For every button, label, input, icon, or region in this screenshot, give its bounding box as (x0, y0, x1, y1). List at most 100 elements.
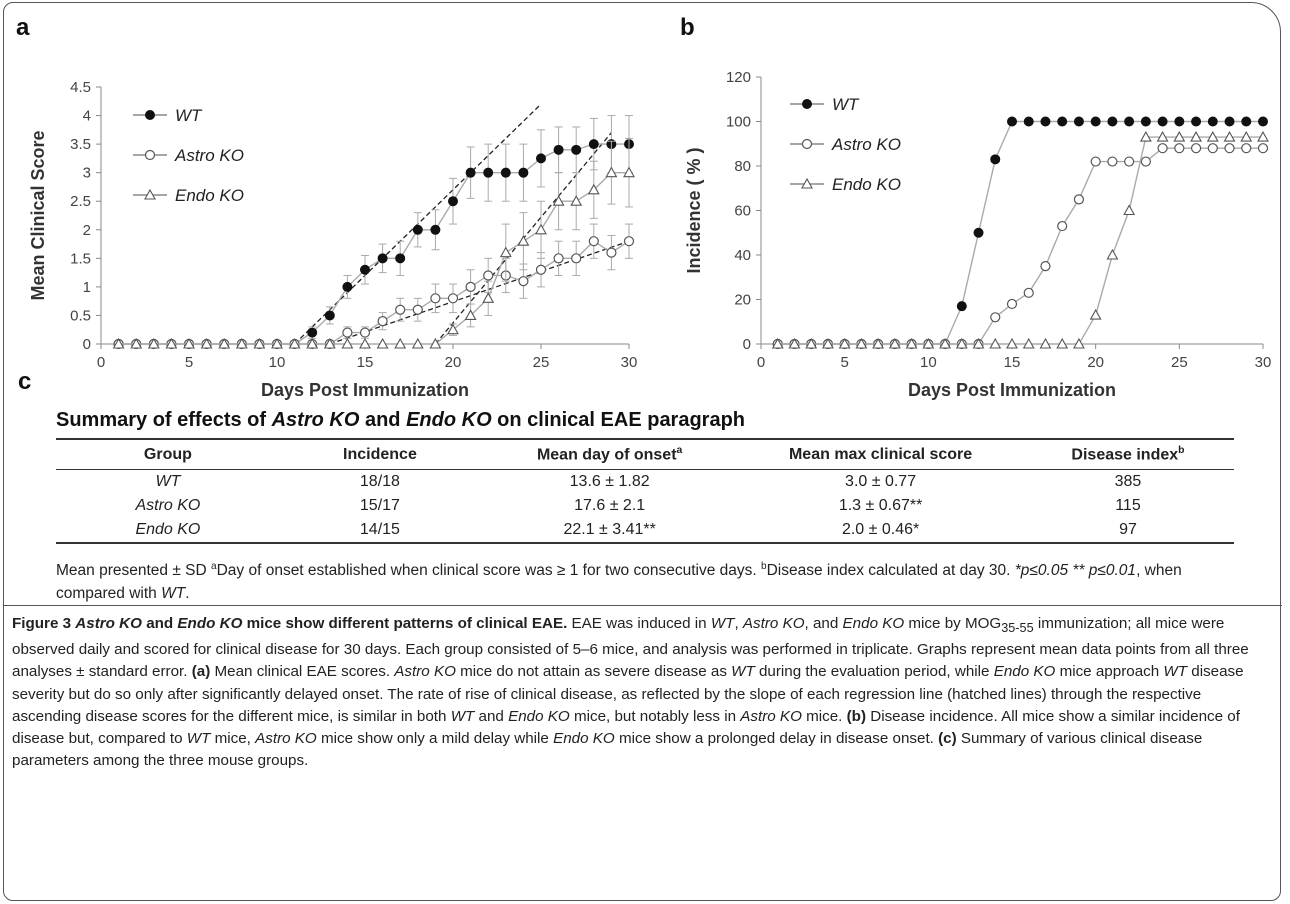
figure-frame (3, 2, 1281, 901)
caption-text: immunization; all mice were observed dai… (12, 615, 1249, 681)
caption-text: and (474, 707, 509, 725)
data-point-wt (395, 253, 406, 264)
data-point-astro-ko (553, 253, 564, 264)
caption-fig-label: Figure 3 (12, 615, 76, 632)
table-title-post: on clinical EAE paragraph (491, 409, 746, 431)
data-point-astro-ko (606, 247, 617, 258)
cell-max: 1.3 ± 0.67** (838, 497, 923, 515)
data-point-astro-ko (571, 253, 582, 264)
y-tick-label: 3.5 (70, 136, 91, 153)
data-point-astro-ko (1190, 143, 1202, 154)
cell-group: Astro KO (56, 494, 280, 518)
data-point-wt (1241, 116, 1252, 127)
group-name: Astro KO (135, 497, 201, 515)
cell-group: Endo KO (56, 518, 280, 545)
data-point-endo-ko (1106, 248, 1119, 260)
data-point-endo-ko (1072, 337, 1085, 349)
y-tick-label: 60 (734, 203, 751, 220)
data-point-endo-ko (972, 337, 985, 349)
data-point-wt (430, 224, 441, 235)
caption-term: Endo KO (553, 730, 615, 748)
data-point-endo-ko (499, 246, 512, 258)
data-point-astro-ko (412, 304, 423, 315)
data-point-wt (1007, 116, 1017, 127)
caption-panel-ref: (a) (191, 663, 211, 681)
x-tick-label: 25 (533, 354, 550, 371)
y-axis-title: Mean Clinical Score (28, 130, 48, 300)
caption-text: mice, but notably less in (569, 707, 741, 725)
data-point-endo-ko (905, 337, 918, 349)
data-point-astro-ko (1124, 156, 1135, 167)
data-point-endo-ko (218, 337, 231, 349)
cell-incidence: 14/15 (279, 518, 481, 545)
data-point-endo-ko (605, 166, 618, 178)
data-point-endo-ko (253, 337, 266, 349)
header-index-text: Disease index (1071, 446, 1179, 464)
caption-text: mice do not attain as severe disease as (455, 663, 732, 681)
table-row: Endo KO 14/15 22.1 ± 3.41** 2.0 ± 0.46* … (56, 518, 1234, 545)
x-tick-label: 25 (1171, 354, 1188, 371)
header-onset: Mean day of onseta (480, 438, 740, 471)
caption-panel-ref: (b) (846, 707, 867, 725)
cell-incidence: 15/17 (359, 497, 400, 515)
data-point-wt (307, 327, 318, 338)
caption-text: during the evaluation period, while (754, 663, 994, 681)
data-point-endo-ko (855, 337, 868, 349)
data-point-endo-ko (517, 235, 530, 246)
cell-group: WT (56, 470, 280, 495)
caption-term: WT (186, 730, 211, 748)
series-line-astro-ko (118, 240, 630, 345)
legend-label-wt: WT (832, 95, 860, 114)
x-axis-title: Days Post Immunization (908, 380, 1116, 400)
note-text: Day of onset established when clinical s… (216, 562, 761, 580)
data-point-endo-ko (235, 337, 248, 349)
data-point-astro-ko (430, 293, 441, 304)
data-point-astro-ko (447, 293, 459, 304)
cell-max: 3.0 ± 0.77 (845, 473, 917, 491)
data-point-endo-ko (1240, 130, 1253, 142)
data-point-endo-ko (570, 195, 583, 206)
data-point-astro-ko (342, 327, 353, 338)
y-tick-label: 40 (734, 247, 751, 264)
data-point-astro-ko (588, 236, 599, 247)
data-point-endo-ko (587, 183, 600, 195)
caption-text: mice show only a mild delay while (316, 730, 554, 748)
data-point-wt (483, 167, 494, 178)
caption-text: EAE was induced in (567, 615, 711, 632)
data-point-wt (342, 281, 353, 292)
panel-label-a: a (16, 14, 30, 41)
data-point-wt (1057, 116, 1068, 127)
data-point-endo-ko (1123, 204, 1136, 216)
data-point-wt (377, 253, 388, 264)
caption-term: Endo KO (993, 663, 1056, 681)
data-point-endo-ko (1257, 130, 1269, 142)
table-footnote: Mean presented ± SD aDay of onset establ… (56, 555, 1241, 605)
y-tick-label: 80 (734, 158, 751, 175)
cell-onset: 13.6 ± 1.82 (569, 473, 650, 491)
data-point-endo-ko (147, 337, 160, 349)
data-point-endo-ko (200, 337, 213, 349)
data-point-astro-ko (1040, 261, 1051, 272)
data-point-endo-ko (1006, 337, 1018, 349)
data-point-wt (1258, 116, 1268, 127)
y-tick-label: 0.5 (70, 307, 91, 324)
x-tick-label: 15 (1004, 354, 1021, 371)
x-tick-label: 20 (445, 354, 462, 371)
data-point-endo-ko (1039, 337, 1052, 349)
data-point-wt (990, 154, 1001, 165)
data-point-wt (973, 227, 984, 238)
caption-text: , (734, 615, 743, 632)
data-point-astro-ko (623, 236, 635, 247)
caption-term: Endo KO (177, 615, 243, 632)
note-text: . (185, 585, 190, 603)
data-point-wt (1140, 116, 1151, 127)
data-point-endo-ko (288, 337, 301, 349)
data-point-wt (1124, 116, 1135, 127)
caption-title: Figure 3 Astro KO and Endo KO mice show … (12, 615, 567, 632)
data-point-endo-ko (306, 337, 319, 349)
data-point-astro-ko (1107, 156, 1118, 167)
data-point-wt (1207, 116, 1218, 127)
note-text: Mean presented ± SD (56, 562, 211, 580)
data-point-wt (324, 310, 335, 321)
legend-marker-astro-ko (144, 149, 156, 161)
